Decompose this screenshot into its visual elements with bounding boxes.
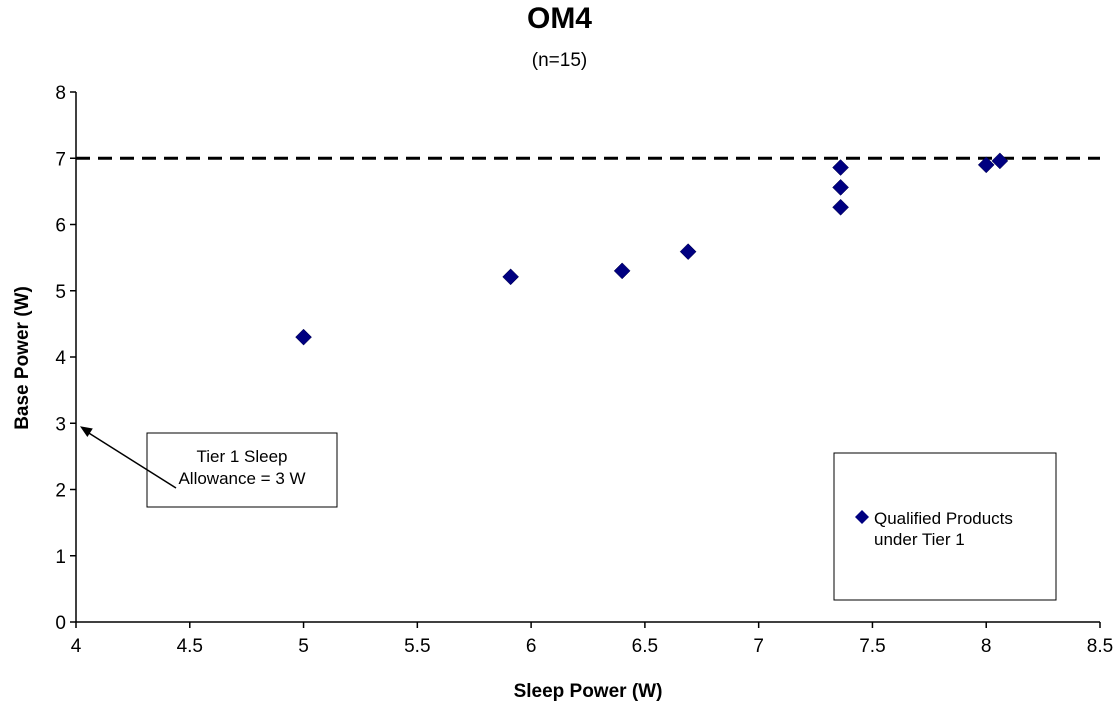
data-point-diamond (613, 262, 631, 280)
x-tick-label: 5.5 (404, 636, 430, 657)
data-point-diamond (679, 243, 697, 261)
legend-box (833, 452, 1057, 601)
y-tick-label: 1 (55, 547, 66, 568)
data-point-diamond (832, 198, 849, 216)
legend: Qualified Products under Tier 1 (833, 452, 1057, 601)
data-point-diamond (502, 268, 519, 286)
x-tick-label: 8 (981, 636, 992, 657)
x-tick-label: 7.5 (859, 636, 885, 657)
y-axis-title: Base Power (W) (12, 286, 33, 430)
annotation-box (146, 432, 338, 508)
data-point-diamond (832, 179, 849, 196)
y-tick-label: 3 (55, 414, 66, 435)
data-point-diamond (832, 159, 849, 176)
annotation-arrowhead (80, 426, 93, 437)
data-point-diamond (977, 156, 995, 174)
x-tick-label: 8.5 (1087, 636, 1113, 657)
x-tick-label: 6 (526, 636, 537, 657)
chart-title: OM4 (526, 2, 592, 35)
annotation-line-1: Tier 1 Sleep (196, 447, 287, 466)
legend-label-line-1: Qualified Products (874, 509, 1013, 528)
y-axis-ticks: 0 1 2 3 4 5 6 7 8 (55, 83, 76, 634)
data-point-diamond (991, 152, 1009, 170)
data-point-diamond (295, 328, 312, 346)
y-tick-label: 0 (55, 613, 66, 634)
x-tick-label: 5 (298, 636, 309, 657)
x-tick-label: 4.5 (177, 636, 203, 657)
annotation-line-2: Allowance = 3 W (178, 469, 305, 488)
y-tick-label: 7 (55, 149, 66, 170)
y-tick-label: 5 (55, 282, 66, 303)
y-tick-label: 2 (55, 481, 66, 502)
legend-marker-diamond (855, 510, 869, 524)
data-points (295, 152, 1009, 346)
x-tick-label: 6.5 (632, 636, 658, 657)
legend-label-line-2: under Tier 1 (874, 530, 965, 549)
y-tick-label: 4 (55, 348, 66, 369)
x-axis-title: Sleep Power (W) (514, 681, 663, 702)
x-axis-ticks: 4 4.5 5 5.5 6 6.5 7 7.5 8 8.5 (71, 622, 1113, 657)
x-tick-label: 4 (71, 636, 82, 657)
annotation-callout: Tier 1 Sleep Allowance = 3 W (80, 426, 338, 508)
annotation-arrow (85, 430, 177, 489)
x-tick-label: 7 (753, 636, 764, 657)
y-tick-label: 8 (55, 83, 66, 104)
y-tick-label: 6 (55, 216, 66, 237)
chart-subtitle: (n=15) (531, 50, 588, 71)
